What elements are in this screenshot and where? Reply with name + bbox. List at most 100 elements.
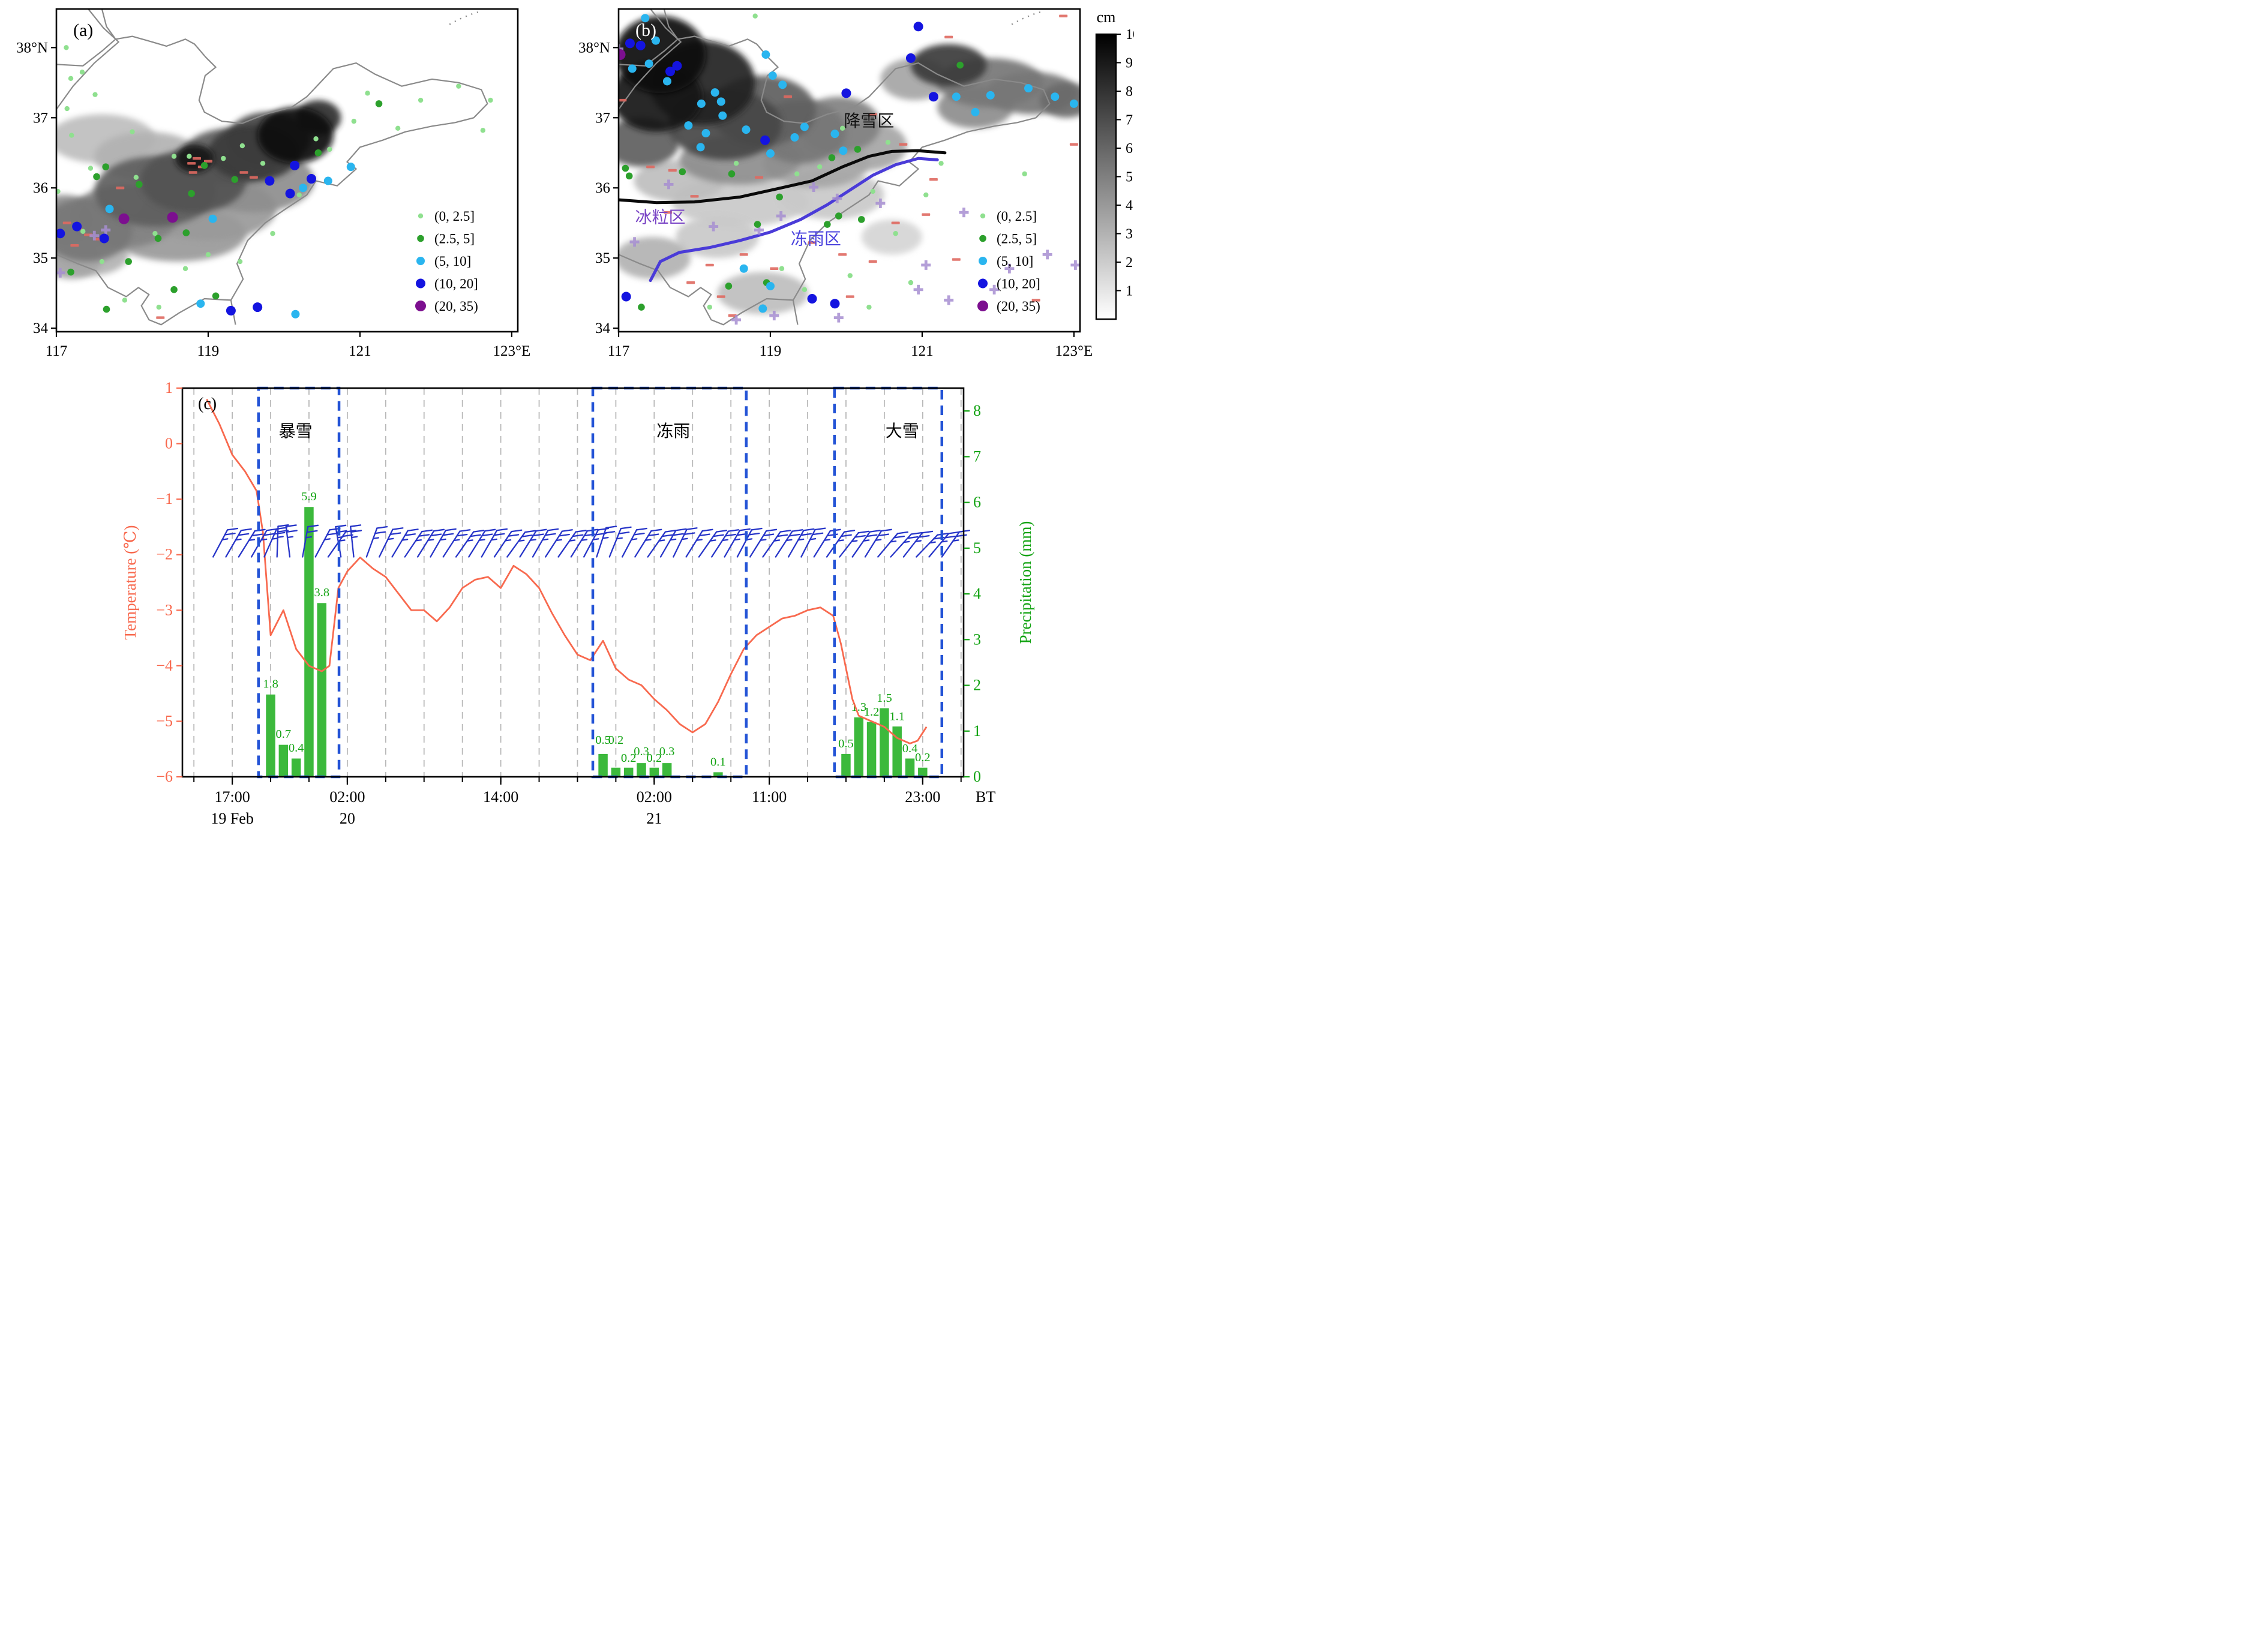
wind-barb (238, 528, 266, 558)
station-dot-cat_5_10 (778, 80, 787, 89)
rain-station-dash (646, 165, 655, 169)
ice-pellet-station-plus (709, 221, 719, 232)
station-dot-cat_0_2_5 (779, 266, 785, 271)
station-dot-cat_2_5_5 (93, 173, 100, 181)
rain-station-dash (203, 160, 212, 163)
time-tick-label: 11:00 (752, 788, 787, 806)
precip-tick-label: 3 (973, 630, 981, 648)
legend-dot (418, 213, 424, 219)
ice-pellet-station-plus (1004, 263, 1015, 274)
wind-barb (519, 528, 547, 558)
wind-barbs (212, 524, 971, 558)
ice-pellet-station-plus (754, 225, 764, 235)
station-dot-cat_10_20 (830, 299, 840, 309)
station-dot-cat_10_20 (760, 135, 770, 145)
station-dot-cat_0_2_5 (885, 140, 891, 145)
panel-label: (b) (635, 20, 656, 40)
station-dot-cat_0_2_5 (488, 97, 493, 103)
station-dot-cat_2_5_5 (638, 304, 645, 311)
snow-rain-boundary-line (619, 149, 947, 205)
ice-pellet-station-plus (921, 260, 931, 270)
legend-dot (415, 301, 426, 311)
station-dot-cat_0_2_5 (733, 161, 739, 166)
colorbar-tick-label: 1 (1126, 284, 1133, 299)
station-dot-cat_5_10 (739, 264, 748, 273)
station-dot-cat_5_10 (986, 91, 995, 100)
temp-tick-label: −2 (156, 546, 173, 563)
time-tick-label: 23:00 (905, 788, 940, 806)
wind-barb (430, 528, 457, 558)
precip-bar (598, 753, 608, 777)
precip-bar-label: 0.5 (838, 737, 854, 750)
date-tick-label: 21 (646, 810, 662, 825)
station-dot-cat_10_20 (99, 233, 109, 244)
wind-barb (621, 527, 647, 558)
precip-bar-label: 0.3 (634, 745, 649, 758)
ice-pellet-station-plus (809, 182, 819, 193)
rain-station-dash (249, 176, 258, 179)
station-dot-cat_5_10 (644, 59, 653, 68)
ice-pellet-station-plus (101, 225, 111, 235)
rain-station-dash (70, 244, 79, 247)
station-dot-cat_5_10 (768, 71, 777, 80)
precip-bar-label: 0.2 (647, 752, 662, 765)
station-dot-cat_2_5_5 (828, 154, 836, 161)
map-annotation: 冰粒区 (635, 208, 686, 227)
legend-label: (0, 2.5] (997, 209, 1037, 224)
precip-axis-title: Precipitation (mm) (1016, 521, 1034, 644)
rain-station-dash (116, 187, 125, 190)
temp-tick-label: 1 (165, 379, 173, 397)
station-dot-cat_0_2_5 (794, 171, 800, 177)
station-dot-cat_0_2_5 (752, 13, 758, 19)
station-dot-cat_2_5_5 (103, 305, 110, 313)
precip-bar-label: 0.4 (289, 741, 304, 755)
wind-barb (557, 530, 587, 558)
precip-bar (266, 694, 275, 777)
coastline (56, 9, 119, 110)
station-dot-cat_5_10 (830, 130, 839, 139)
station-dot-cat_2_5_5 (375, 100, 383, 107)
station-dot-cat_5_10 (208, 214, 217, 223)
station-dot-cat_2_5_5 (728, 170, 736, 178)
ice-pellet-station-plus (731, 315, 742, 325)
station-dot-cat_0_2_5 (296, 192, 302, 198)
station-dot-cat_5_10 (758, 304, 767, 313)
temp-axis-title: Temperature (℃) (121, 525, 139, 640)
station-dot-cat_0_2_5 (156, 304, 161, 310)
precip-tick-label: 4 (973, 585, 981, 602)
station-dot-cat_5_10 (790, 133, 799, 142)
rain-station-dash (728, 314, 737, 317)
lon-tick-label: 121 (911, 343, 934, 359)
station-dot-cat_10_20 (625, 38, 635, 49)
ice-pellet-station-plus (89, 230, 100, 241)
precip-bar-label: 0.7 (276, 728, 292, 741)
station-dot-cat_5_10 (800, 122, 809, 131)
colorbar: 10 9 8 7 6 5 4 3 2 1 cm (1080, 5, 1134, 344)
wind-barb (442, 529, 471, 558)
legend-label: (5, 10] (997, 254, 1033, 269)
temp-tick-label: −3 (156, 601, 173, 618)
weather-period-label: 冻雨 (656, 422, 690, 441)
station-dot-cat_10_20 (306, 174, 316, 184)
station-dot-cat_10_20 (665, 67, 676, 77)
station-dot-cat_0_2_5 (802, 287, 808, 293)
wind-barb (941, 530, 971, 558)
wind-barb (864, 528, 892, 558)
legend-label: (0, 2.5] (434, 209, 475, 224)
wind-barb (647, 530, 676, 558)
station-dot-cat_10_20 (913, 22, 923, 32)
station-dot-cat_0_2_5 (130, 129, 135, 134)
coastline (56, 38, 116, 67)
ice-pellet-station-plus (1042, 250, 1052, 260)
station-dot-cat_2_5_5 (314, 149, 322, 157)
station-dot-cat_2_5_5 (622, 164, 629, 172)
ice-pellet-station-plus (56, 268, 65, 278)
precip-bar (317, 603, 327, 777)
panel-c-timeseries: 1.8 0.7 0.4 5.9 3.8 0.5 0.2 0.2 0.3 0.2 0.3 0.1 0.5 1… (108, 372, 1134, 825)
coastline (56, 254, 231, 326)
precip-tick-label: 1 (973, 722, 981, 740)
station-dot-cat_0_2_5 (839, 125, 845, 131)
station-dot-cat_0_2_5 (64, 45, 69, 50)
panel-label: (c) (198, 395, 217, 413)
precip-bar (649, 767, 659, 777)
